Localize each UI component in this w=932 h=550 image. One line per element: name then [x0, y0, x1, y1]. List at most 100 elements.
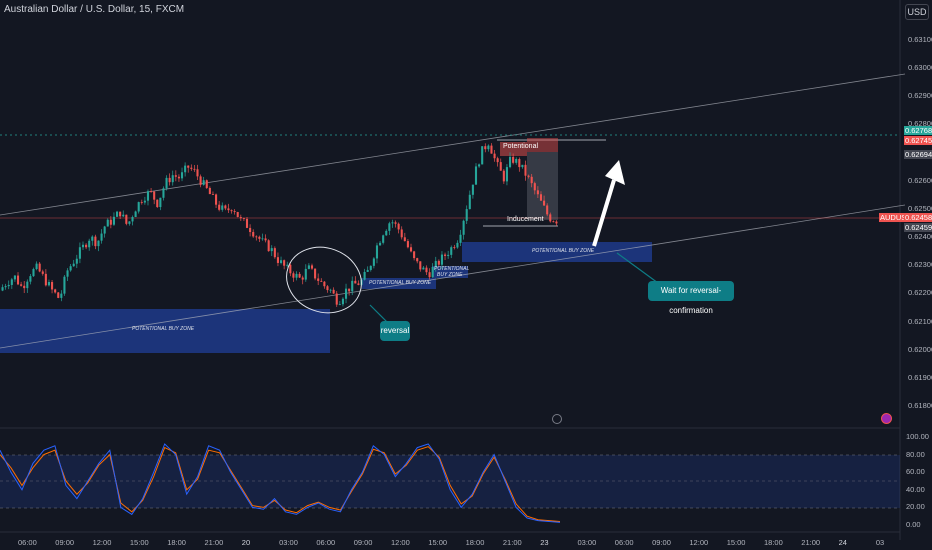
- candle-bearish[interactable]: [555, 221, 558, 224]
- candle-bearish[interactable]: [419, 261, 422, 270]
- candle-bearish[interactable]: [242, 218, 245, 219]
- candle-bullish[interactable]: [379, 242, 382, 246]
- candle-bullish[interactable]: [165, 177, 168, 189]
- candle-bullish[interactable]: [112, 216, 115, 225]
- candle-bearish[interactable]: [406, 241, 409, 248]
- candle-bullish[interactable]: [270, 248, 273, 252]
- candle-bullish[interactable]: [341, 298, 344, 305]
- candle-bullish[interactable]: [450, 247, 453, 255]
- candle-bullish[interactable]: [447, 254, 450, 256]
- candle-bearish[interactable]: [530, 176, 533, 184]
- candle-bearish[interactable]: [51, 282, 54, 290]
- candle-bearish[interactable]: [190, 167, 193, 169]
- lightning-icon[interactable]: [552, 414, 562, 424]
- candle-bearish[interactable]: [543, 200, 546, 206]
- candle-bullish[interactable]: [295, 273, 298, 278]
- candle-bearish[interactable]: [264, 238, 267, 241]
- candle-bullish[interactable]: [478, 164, 481, 167]
- candle-bearish[interactable]: [41, 271, 44, 274]
- candle-bearish[interactable]: [230, 210, 233, 212]
- candle-bullish[interactable]: [351, 280, 354, 292]
- event-icon[interactable]: [881, 413, 892, 424]
- candle-bearish[interactable]: [490, 145, 493, 154]
- candle-bearish[interactable]: [258, 236, 261, 239]
- stochastic-k-line[interactable]: [0, 443, 561, 523]
- candle-bullish[interactable]: [13, 275, 16, 280]
- candle-bullish[interactable]: [78, 247, 81, 259]
- candle-bullish[interactable]: [60, 293, 63, 298]
- candle-bullish[interactable]: [307, 265, 310, 269]
- candle-bearish[interactable]: [236, 212, 239, 218]
- candle-bullish[interactable]: [221, 205, 224, 210]
- candle-bullish[interactable]: [422, 267, 425, 270]
- candle-bullish[interactable]: [103, 226, 106, 234]
- candle-bullish[interactable]: [375, 245, 379, 259]
- candle-bearish[interactable]: [224, 205, 227, 209]
- candle-bullish[interactable]: [4, 286, 7, 288]
- candle-bullish[interactable]: [261, 238, 264, 240]
- candle-bearish[interactable]: [273, 248, 276, 258]
- candle-bearish[interactable]: [215, 194, 218, 205]
- candle-bullish[interactable]: [115, 211, 119, 217]
- candle-bullish[interactable]: [434, 260, 437, 268]
- candle-bullish[interactable]: [280, 260, 283, 263]
- buy-zone-small[interactable]: [432, 266, 468, 278]
- candle-bullish[interactable]: [47, 282, 51, 286]
- candle-bearish[interactable]: [453, 247, 456, 248]
- candle-bearish[interactable]: [527, 175, 530, 177]
- candle-bullish[interactable]: [97, 240, 100, 247]
- candle-bearish[interactable]: [23, 285, 26, 289]
- candle-bullish[interactable]: [363, 271, 366, 280]
- candle-bullish[interactable]: [159, 197, 162, 208]
- candle-bullish[interactable]: [10, 279, 13, 285]
- candle-bullish[interactable]: [128, 221, 131, 224]
- candle-bullish[interactable]: [304, 268, 307, 280]
- candle-bearish[interactable]: [187, 165, 190, 168]
- candle-bearish[interactable]: [38, 263, 41, 272]
- candle-bearish[interactable]: [413, 251, 416, 259]
- candle-bearish[interactable]: [20, 284, 23, 286]
- candle-bearish[interactable]: [125, 214, 128, 224]
- candle-bullish[interactable]: [171, 175, 174, 183]
- candle-bearish[interactable]: [539, 194, 543, 201]
- position-risk-zone[interactable]: [527, 138, 558, 152]
- candle-bearish[interactable]: [57, 292, 60, 298]
- wait-callout[interactable]: Wait for reversal-confirmation: [648, 281, 734, 315]
- candle-bearish[interactable]: [85, 244, 88, 248]
- candle-bullish[interactable]: [63, 276, 66, 294]
- buy-zone-large[interactable]: [0, 309, 330, 353]
- buy-zone-right[interactable]: [462, 242, 652, 262]
- candle-bullish[interactable]: [474, 166, 478, 185]
- candle-bearish[interactable]: [218, 204, 221, 210]
- candle-bullish[interactable]: [369, 265, 372, 270]
- candle-bearish[interactable]: [239, 217, 242, 219]
- candle-bearish[interactable]: [409, 247, 413, 252]
- position-reward-zone[interactable]: [527, 152, 558, 220]
- reversal-callout[interactable]: reversal: [380, 321, 410, 341]
- candle-bearish[interactable]: [208, 187, 211, 195]
- candle-bearish[interactable]: [354, 280, 357, 284]
- candle-bearish[interactable]: [310, 265, 314, 269]
- candle-bullish[interactable]: [388, 223, 391, 231]
- candle-bullish[interactable]: [462, 220, 465, 235]
- candle-bearish[interactable]: [549, 214, 552, 222]
- candle-bearish[interactable]: [348, 288, 351, 292]
- candle-bullish[interactable]: [366, 269, 369, 272]
- candle-bearish[interactable]: [397, 223, 400, 230]
- candle-bullish[interactable]: [26, 281, 29, 289]
- candle-bearish[interactable]: [153, 191, 156, 200]
- candle-bullish[interactable]: [134, 211, 137, 218]
- candle-bearish[interactable]: [276, 257, 279, 263]
- candle-bullish[interactable]: [382, 235, 385, 243]
- candle-bullish[interactable]: [35, 263, 38, 270]
- candle-bullish[interactable]: [465, 209, 468, 221]
- candle-bullish[interactable]: [515, 159, 518, 163]
- candle-bearish[interactable]: [428, 272, 431, 278]
- reversal-ellipse[interactable]: [277, 237, 370, 323]
- candle-bearish[interactable]: [493, 153, 496, 159]
- candle-bullish[interactable]: [184, 165, 187, 173]
- candle-bullish[interactable]: [72, 263, 75, 267]
- candle-bearish[interactable]: [205, 180, 208, 188]
- candle-bullish[interactable]: [459, 234, 462, 243]
- candle-bullish[interactable]: [471, 184, 474, 195]
